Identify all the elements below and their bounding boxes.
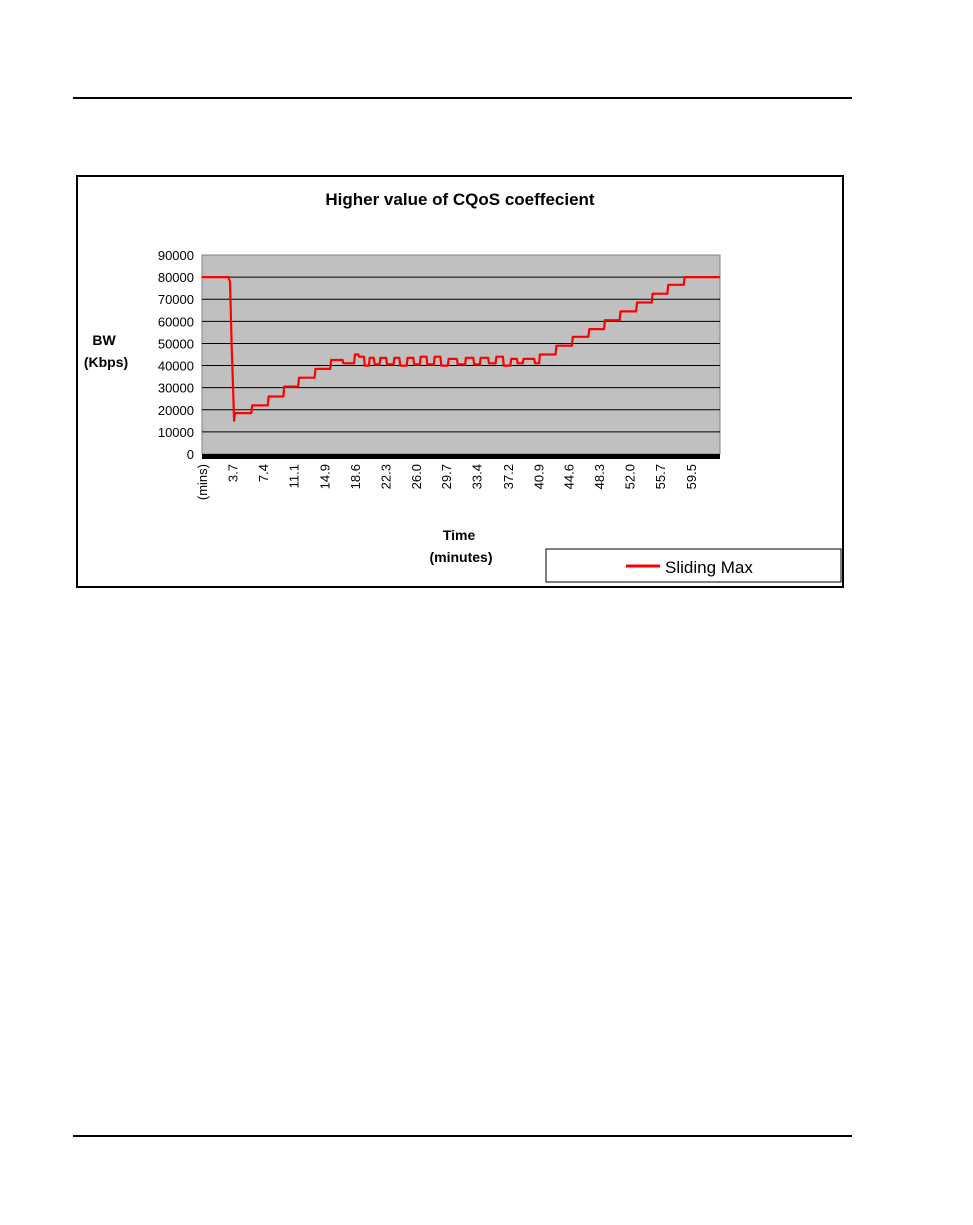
chart-title: Higher value of CQoS coeffecient [325,190,595,209]
x-axis-label-line1: Time [443,527,476,543]
y-tick-label: 90000 [158,248,194,263]
legend-box [545,548,842,583]
chart-frame: Higher value of CQoS coeffecient 0 10000 2… [76,175,844,588]
y-axis-ticks: 0 10000 20000 30000 40000 50000 60000 70000 8000… [158,248,194,462]
chart-svg: Higher value of CQoS coeffecient 0 10000 2… [84,190,842,583]
x-tick-label: 11.1 [286,464,301,488]
x-tick-label: 55.7 [653,464,668,489]
y-tick-label: 60000 [158,314,194,329]
legend-label: Sliding Max [665,558,753,577]
y-tick-label: 80000 [158,270,194,285]
x-tick-label: 44.6 [562,464,577,489]
x-axis-ticks: (mins) 3.7 7.4 11.1 14.9 18.6 22.3 26.0 29.7 33.4… [195,464,699,500]
y-tick-label: 70000 [158,292,194,307]
x-tick-label: 40.9 [531,464,546,489]
x-tick-label: (mins) [195,464,210,500]
x-tick-label: 22.3 [378,464,393,489]
y-axis-label-line2: (Kbps) [84,354,128,370]
series-line [202,275,720,422]
x-tick-label: 18.6 [348,464,363,489]
x-axis-label: Time (minutes) [430,527,493,565]
x-tick-label: 7.4 [256,464,271,482]
x-axis-label-line2: (minutes) [430,549,493,565]
y-tick-label: 20000 [158,403,194,418]
y-tick-label: 50000 [158,336,194,351]
series-layer [202,275,720,422]
x-tick-label: 3.7 [225,464,240,482]
x-tick-label: 37.2 [501,464,516,489]
y-tick-label: 30000 [158,381,194,396]
x-tick-label: 26.0 [409,464,424,489]
x-axis-bar [202,454,720,459]
y-axis-label-line1: BW [92,332,116,348]
footer-rule [73,1135,852,1137]
x-tick-label: 59.5 [684,464,699,489]
y-tick-label: 10000 [158,425,194,440]
x-tick-label: 33.4 [470,464,485,489]
y-tick-label: 0 [187,447,194,462]
x-tick-label: 48.3 [592,464,607,489]
plot-area [201,254,721,455]
legend: Sliding Max [545,548,842,583]
x-tick-label: 29.7 [439,464,454,489]
header-rule [73,97,852,99]
y-axis-label: BW (Kbps) [84,332,128,370]
y-tick-label: 40000 [158,359,194,374]
x-tick-label: 52.0 [623,464,638,489]
x-tick-label: 14.9 [318,464,333,489]
